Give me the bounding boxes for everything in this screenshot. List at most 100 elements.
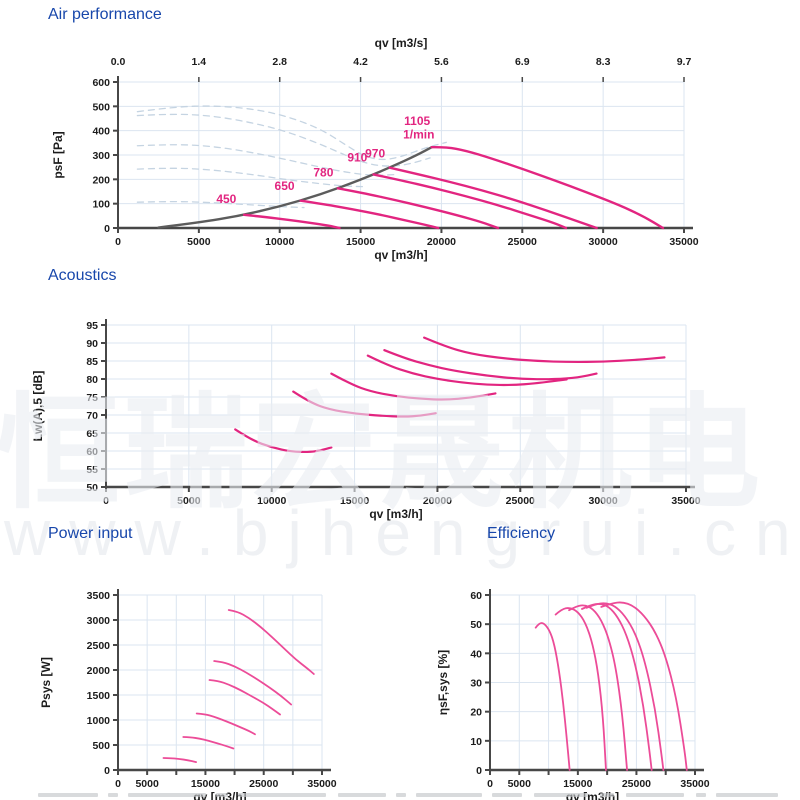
svg-text:15000: 15000 [346,236,375,248]
svg-text:4.2: 4.2 [353,56,368,68]
svg-text:450: 450 [216,192,236,206]
svg-text:35000: 35000 [680,778,709,790]
svg-text:1000: 1000 [87,715,111,727]
svg-text:30: 30 [470,678,482,690]
svg-text:1105: 1105 [404,114,430,128]
series-contour-4 [136,167,365,188]
series-450-1-min [242,213,341,230]
air-performance-title: Air performance [48,6,162,23]
svg-text:9.7: 9.7 [677,56,692,68]
series-1105-1-min [227,609,315,675]
svg-text:300: 300 [92,150,110,162]
series-1105-1-min [430,145,665,230]
svg-text:0: 0 [487,778,493,790]
svg-text:8.3: 8.3 [596,56,611,68]
series-910-1-min [581,603,653,771]
svg-text:10000: 10000 [265,236,294,248]
power-input-title: Power input [48,525,133,542]
svg-text:60: 60 [470,590,482,602]
series-650-1-min [554,607,607,771]
gridlines [489,594,696,771]
svg-text:1.4: 1.4 [192,56,207,68]
series-910-1-min [366,354,568,387]
series-780-1-min [568,604,628,771]
svg-text:25000: 25000 [506,495,535,507]
svg-text:0: 0 [103,495,109,507]
svg-text:15000: 15000 [563,778,592,790]
svg-text:30000: 30000 [589,236,618,248]
svg-text:6.9: 6.9 [515,56,530,68]
series-450-1-min [234,428,333,454]
series [136,105,665,230]
series-450-1-min [534,622,571,771]
svg-text:75: 75 [86,392,98,404]
acoustics-chart: 0 5000 10000 15000 20000 25000 30000 35000 50 55 6… [31,319,701,521]
air_performance-chart: 0 5000 10000 15000 20000 25000 30000 35000 0 100 2… [51,36,699,262]
series-1105-1-min [600,601,688,771]
svg-text:780: 780 [313,165,333,179]
svg-text:60: 60 [86,446,98,458]
svg-text:70: 70 [86,410,98,422]
series-operating-limit [157,146,433,229]
axes: 0 5000 15000 25000 35000 0 10 20 30 40 50 60 qv [m3/… [436,589,710,800]
svg-text:25000: 25000 [249,778,278,790]
svg-text:0: 0 [115,778,121,790]
svg-text:650: 650 [275,179,295,193]
series-970-1-min [388,166,598,230]
svg-text:600: 600 [92,77,110,89]
svg-text:85: 85 [86,356,98,368]
svg-text:80: 80 [86,374,98,386]
svg-text:10: 10 [470,736,482,748]
svg-text:55: 55 [86,464,98,476]
svg-text:5000: 5000 [135,778,159,790]
series-contour-2 [136,113,431,167]
svg-text:15000: 15000 [340,495,369,507]
series-910-1-min [208,679,281,716]
svg-text:0.0: 0.0 [111,56,126,68]
svg-text:20: 20 [470,707,482,719]
svg-text:5000: 5000 [508,778,532,790]
efficiency-chart: 0 5000 15000 25000 35000 0 10 20 30 40 50 60 qv [m3/… [436,589,710,800]
efficiency-title: Efficiency [487,525,556,542]
series [534,601,688,771]
svg-text:35000: 35000 [669,236,698,248]
svg-text:25000: 25000 [622,778,651,790]
series [162,609,315,763]
svg-text:psF [Pa]: psF [Pa] [51,131,65,178]
svg-text:5000: 5000 [187,236,211,248]
svg-text:15000: 15000 [191,778,220,790]
svg-text:0: 0 [115,236,121,248]
svg-text:1500: 1500 [87,690,111,702]
svg-text:2500: 2500 [87,640,111,652]
acoustics-title: Acoustics [48,267,117,284]
svg-text:970: 970 [365,146,385,160]
svg-text:25000: 25000 [508,236,537,248]
svg-text:Psys [W]: Psys [W] [39,657,53,708]
svg-text:65: 65 [86,428,98,440]
series-1105-1-min [423,336,666,364]
svg-text:10000: 10000 [257,495,286,507]
svg-text:qv [m3/h]: qv [m3/h] [374,248,427,262]
svg-text:ηsF,sys [%]: ηsF,sys [%] [436,650,450,715]
svg-text:5000: 5000 [177,495,201,507]
clipped-footer-text [0,791,800,799]
svg-text:2.8: 2.8 [272,56,287,68]
svg-text:qv [m3/s]: qv [m3/s] [375,36,428,50]
series-contour-3 [136,144,397,176]
top-axis: 0.0 1.4 2.8 4.2 5.6 6.9 8.3 9.7 qv [m3/s] [111,36,692,82]
svg-text:3500: 3500 [87,590,111,602]
svg-text:0: 0 [476,765,482,777]
series-650-1-min [292,390,437,418]
svg-text:0: 0 [104,765,110,777]
svg-text:2000: 2000 [87,665,111,677]
series-650-1-min [182,736,235,750]
svg-text:50: 50 [470,619,482,631]
gridlines [105,324,687,488]
svg-text:500: 500 [92,101,110,113]
svg-text:35000: 35000 [307,778,336,790]
svg-text:90: 90 [86,338,98,350]
svg-text:20000: 20000 [427,236,456,248]
svg-text:3000: 3000 [87,615,111,627]
svg-text:1/min: 1/min [403,127,434,141]
